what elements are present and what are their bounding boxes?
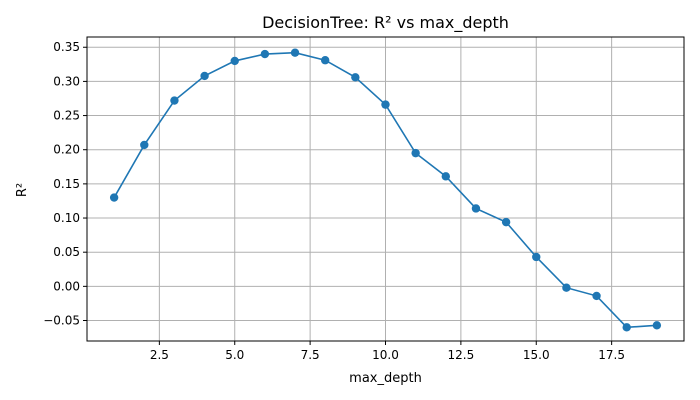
data-point	[351, 73, 360, 82]
axis-ticks: 2.5 5.0 7.5 10.0 12.5 15.0 17.5 −0.05 0.00 0.05 0.…	[43, 40, 625, 362]
data-point	[170, 96, 179, 105]
data-point	[200, 71, 209, 81]
data-point	[652, 321, 662, 330]
data-point	[592, 291, 601, 301]
x-tick-label: 5.0	[225, 348, 244, 362]
grid	[87, 37, 684, 341]
y-tick-label: 0.20	[53, 143, 80, 157]
data-point	[381, 100, 390, 109]
data-point	[230, 56, 239, 66]
data-point	[260, 49, 270, 59]
data-point	[320, 56, 330, 65]
y-tick-label: 0.25	[53, 109, 80, 123]
x-tick-label: 2.5	[150, 348, 169, 362]
data-point	[441, 172, 451, 181]
series-line	[109, 48, 662, 332]
x-tick-label: 12.5	[448, 348, 475, 362]
y-axis-label: R²	[15, 183, 30, 197]
data-point	[562, 283, 571, 292]
x-tick-label: 17.5	[598, 348, 625, 362]
x-axis-label: max_depth	[349, 371, 422, 386]
data-point	[471, 204, 481, 213]
x-tick-label: 10.0	[372, 348, 399, 362]
data-point	[140, 140, 149, 150]
y-tick-label: 0.10	[53, 211, 80, 225]
data-point	[290, 48, 300, 57]
x-tick-label: 15.0	[523, 348, 550, 362]
y-tick-label: −0.05	[43, 314, 80, 328]
y-tick-label: 0.15	[53, 177, 80, 191]
data-point	[622, 323, 631, 332]
y-tick-label: 0.35	[53, 40, 80, 54]
x-tick-label: 7.5	[301, 348, 320, 362]
y-tick-label: 0.00	[53, 279, 80, 293]
data-point	[109, 193, 119, 202]
data-point	[411, 148, 420, 158]
data-point	[501, 217, 511, 227]
data-point	[532, 252, 541, 262]
y-tick-label: 0.30	[53, 74, 80, 88]
chart-title: DecisionTree: R² vs max_depth	[262, 13, 509, 33]
y-tick-label: 0.05	[53, 245, 80, 259]
